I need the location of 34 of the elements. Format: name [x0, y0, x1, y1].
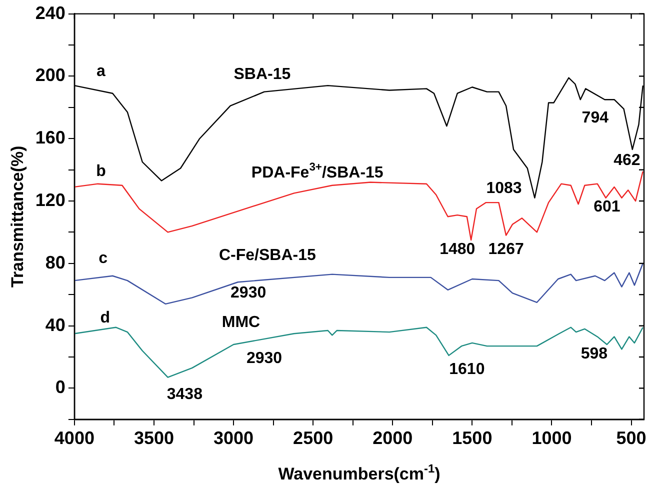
annotation: 794: [582, 110, 609, 127]
x-tick-label: 2500: [293, 428, 334, 448]
series-label: MMC: [222, 314, 261, 332]
x-tick-label: 2000: [372, 428, 413, 448]
x-tick-label: 3000: [214, 428, 254, 448]
y-tick-label: 160: [35, 128, 66, 148]
annotation: 1083: [486, 180, 522, 197]
annotation: 1480: [440, 240, 476, 258]
annotation: 1610: [449, 360, 485, 378]
y-tick-label: 120: [35, 190, 66, 210]
x-tick-label: 3500: [134, 428, 174, 448]
y-tick-label: 0: [55, 377, 66, 398]
series-label: SBA-15: [234, 66, 291, 84]
y-tick-label: 40: [45, 314, 66, 335]
annotation: c: [98, 250, 108, 268]
annotation: 462: [614, 152, 640, 169]
annotation: 3438: [166, 386, 203, 403]
y-axis-title: Transmittance(%): [8, 146, 27, 288]
annotation: a: [96, 62, 106, 80]
annotation: d: [100, 309, 110, 326]
x-tick-label: 500: [616, 428, 646, 448]
y-tick-label: 80: [45, 252, 66, 272]
annotation: b: [96, 162, 106, 180]
y-tick-label: 200: [35, 65, 66, 86]
series-label: C-Fe/SBA-15: [218, 247, 316, 264]
x-tick-label: 1500: [452, 428, 492, 448]
annotation: 2930: [246, 350, 282, 367]
annotation: 1267: [488, 240, 524, 258]
x-tick-label: 4000: [54, 428, 94, 448]
y-tick-label: 240: [35, 2, 66, 23]
annotation: 598: [580, 345, 608, 362]
annotation: 601: [594, 198, 620, 216]
x-tick-label: 1000: [532, 428, 572, 448]
annotation: 2930: [230, 284, 266, 302]
